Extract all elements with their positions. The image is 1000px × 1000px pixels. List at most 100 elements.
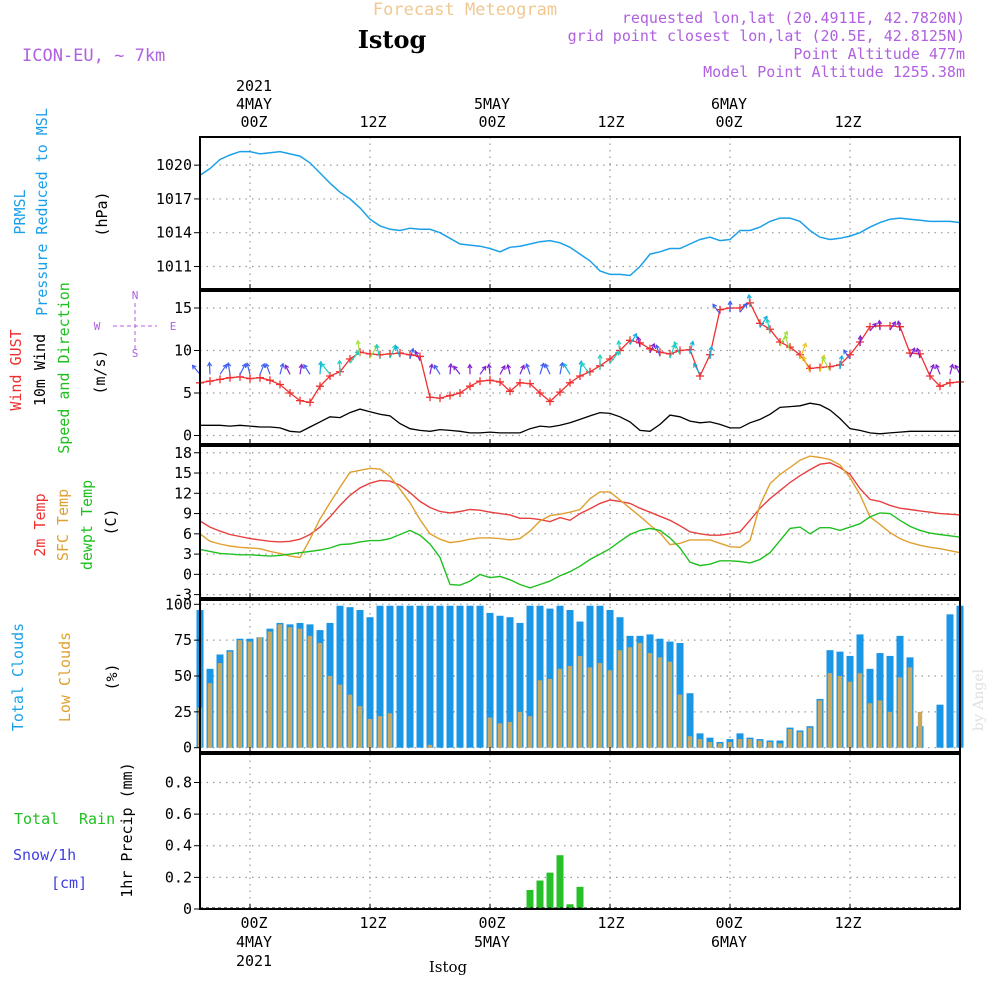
total-cloud-bar bbox=[356, 610, 364, 748]
wind-direction-arrow bbox=[544, 363, 551, 375]
low-clouds-ylabel: Low Clouds bbox=[56, 632, 74, 722]
wind-direction-arrow bbox=[414, 351, 421, 361]
gust-marker bbox=[256, 373, 264, 382]
low-cloud-bar bbox=[657, 657, 663, 748]
low-cloud-bar bbox=[587, 667, 593, 748]
wind-arrow-head bbox=[264, 362, 270, 368]
total-cloud-bar bbox=[486, 612, 494, 748]
gust-marker bbox=[646, 344, 654, 353]
low-cloud-bar bbox=[797, 731, 803, 748]
low-cloud-bar bbox=[717, 743, 723, 748]
y-tick-label: 0.2 bbox=[165, 868, 192, 886]
wind-gust-ylabel: Wind GUST bbox=[7, 329, 25, 410]
bottom-date-label: 5MAY bbox=[474, 933, 510, 951]
wind-arrow-head bbox=[896, 320, 902, 326]
temp-dew-line bbox=[199, 512, 961, 589]
wind-arrow-head bbox=[563, 362, 568, 368]
gust-marker bbox=[486, 376, 494, 385]
y-tick-label: 0 bbox=[183, 427, 192, 445]
temp-dew-ylabel: dewpt Temp bbox=[78, 480, 96, 570]
wind-chart bbox=[191, 293, 964, 435]
wind-arrow-head bbox=[245, 362, 251, 368]
top-hour-label: 00Z bbox=[478, 113, 505, 131]
precip-rain-label: Rain bbox=[79, 810, 115, 828]
low-cloud-bar bbox=[537, 680, 543, 748]
low-cloud-bar bbox=[557, 668, 563, 748]
y-tick-label: 18 bbox=[174, 444, 192, 462]
gust-marker bbox=[806, 364, 814, 373]
low-cloud-bar bbox=[737, 739, 743, 748]
total-cloud-bar bbox=[366, 617, 374, 748]
gust-marker bbox=[226, 373, 234, 382]
wind-direction-arrow bbox=[479, 366, 487, 375]
wind-arrow-head bbox=[428, 363, 434, 369]
low-cloud-bar bbox=[567, 665, 573, 748]
wind-arrow-head bbox=[616, 339, 622, 345]
low-cloud-bar bbox=[277, 624, 283, 748]
y-tick-label: 9 bbox=[183, 505, 192, 523]
wind-arrow-head bbox=[409, 347, 415, 353]
temp-labels: 2m Temp SFC Temp dewpt Temp (C) bbox=[31, 480, 120, 570]
clouds-unit: (%) bbox=[103, 663, 121, 690]
low-cloud-bar bbox=[267, 631, 273, 748]
wind-direction-arrow bbox=[433, 365, 441, 375]
wind-arrow-head bbox=[742, 302, 748, 308]
low-cloud-bar bbox=[707, 741, 713, 748]
wind-arrow-head bbox=[501, 364, 506, 370]
gust-marker bbox=[246, 374, 254, 383]
wind-arrow-head bbox=[838, 354, 844, 360]
low-cloud-bar bbox=[837, 676, 843, 748]
top-hour-label: 12Z bbox=[597, 113, 624, 131]
low-cloud-bar bbox=[877, 700, 883, 748]
bottom-hour-label: 00Z bbox=[478, 914, 505, 932]
low-cloud-bar bbox=[897, 677, 903, 748]
low-cloud-bar bbox=[227, 651, 233, 748]
wind-direction-arrow bbox=[617, 340, 621, 355]
low-cloud-bar bbox=[237, 640, 243, 748]
wind-direction-arrow bbox=[319, 361, 322, 375]
gust-marker bbox=[306, 398, 314, 407]
wind-direction-arrow bbox=[843, 349, 851, 360]
compass-rose: N S W E bbox=[94, 289, 177, 360]
low-cloud-bar bbox=[647, 653, 653, 748]
wind-arrow-head bbox=[226, 361, 232, 367]
wind-arrow-head bbox=[394, 344, 400, 350]
wind-arrow-head bbox=[374, 343, 380, 349]
low-cloud-bar bbox=[387, 713, 393, 748]
wind-direction-arrow bbox=[299, 364, 303, 375]
wind-direction-arrow bbox=[265, 363, 271, 375]
low-cloud-bar bbox=[627, 647, 633, 748]
rain-bar bbox=[556, 855, 564, 909]
precip-chart bbox=[200, 855, 960, 909]
wind-arrow-head bbox=[783, 334, 789, 340]
wind-direction-arrow bbox=[916, 348, 921, 359]
wind-arrow-head bbox=[654, 344, 660, 350]
wind-arrow-head bbox=[433, 364, 439, 370]
y-tick-label: 10 bbox=[174, 342, 192, 360]
gust-marker bbox=[536, 389, 544, 397]
total-cloud-bar bbox=[466, 605, 474, 748]
wind-direction-arrow bbox=[784, 335, 791, 352]
gust-marker bbox=[316, 382, 324, 391]
y-tick-label: 0 bbox=[183, 900, 192, 918]
gust-marker bbox=[266, 376, 274, 385]
gust-marker bbox=[446, 391, 454, 400]
total-cloud-bar bbox=[876, 653, 884, 748]
gust-marker bbox=[496, 377, 504, 386]
low-cloud-bar bbox=[607, 670, 613, 748]
gust-marker bbox=[276, 380, 284, 389]
wind-arrow-head bbox=[481, 365, 487, 371]
wind-direction-arrow bbox=[799, 343, 807, 360]
panel-frame bbox=[199, 753, 961, 910]
y-tick-label: 1017 bbox=[156, 190, 192, 208]
bottom-date-label: 4MAY bbox=[236, 933, 272, 951]
precip-snow-label: Snow/1h bbox=[13, 846, 76, 864]
gust-marker bbox=[516, 378, 524, 387]
wind-arrow-head bbox=[802, 342, 808, 348]
y-tick-label: 0.8 bbox=[165, 773, 192, 791]
low-cloud-bar bbox=[757, 740, 763, 748]
wind-direction-arrow bbox=[499, 365, 506, 375]
grid-lines bbox=[200, 137, 960, 910]
gust-marker bbox=[326, 372, 334, 380]
low-cloud-bar bbox=[687, 736, 693, 748]
